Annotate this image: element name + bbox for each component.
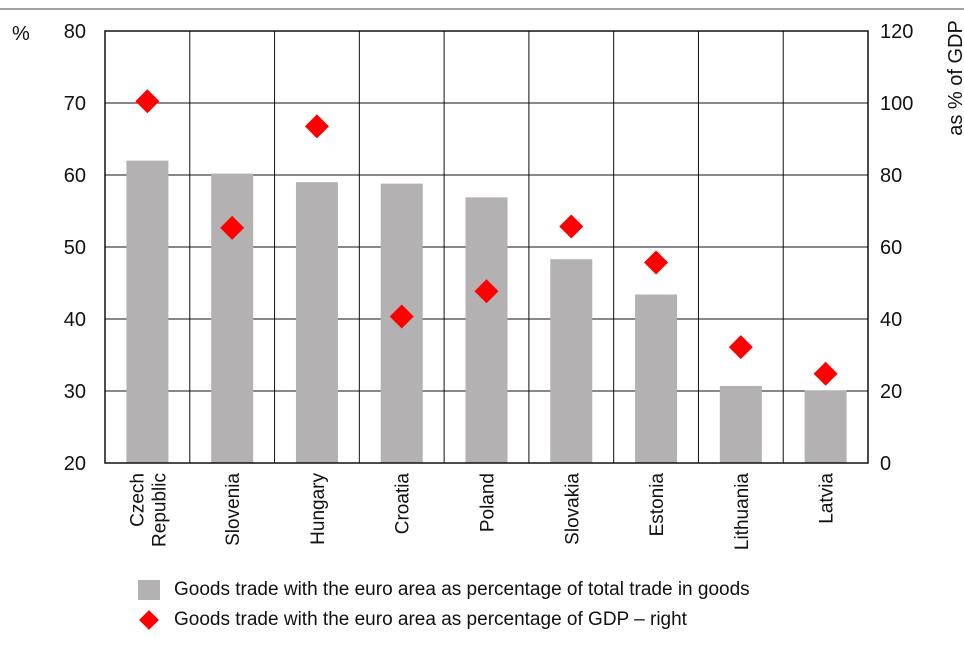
- y-right-tick-label: 60: [880, 237, 902, 259]
- x-tick-label: Hungary: [308, 473, 329, 545]
- y-left-tick-label: 80: [64, 21, 86, 43]
- legend-label-bars: Goods trade with the euro area as percen…: [174, 579, 750, 600]
- x-tick-label: Latvia: [817, 473, 838, 524]
- x-axis: Czech Republic Slovenia Hungary Croatia Polan…: [127, 473, 837, 551]
- legend-item-diamonds: Goods trade with the euro area as percen…: [138, 605, 750, 635]
- x-tick-label: Estonia: [647, 473, 668, 537]
- bar: [550, 259, 593, 463]
- bar: [635, 294, 678, 463]
- x-tick-label: Croatia: [393, 473, 414, 535]
- legend-item-bars: Goods trade with the euro area as percen…: [138, 575, 750, 605]
- bar-series: [126, 160, 847, 463]
- bar: [465, 197, 508, 463]
- y-left-tick-label: 20: [64, 453, 86, 475]
- bar: [719, 385, 762, 463]
- diamond-point: [813, 361, 838, 386]
- plot-frame: [104, 30, 869, 464]
- y-left-tick-label: 30: [64, 381, 86, 403]
- y-right-unit: as % of GDP: [945, 20, 964, 136]
- y-right-tick-label: 20: [880, 381, 902, 403]
- bar: [126, 160, 169, 463]
- y-left-tick-label: 70: [64, 93, 86, 115]
- x-tick-label: Slovakia: [562, 473, 583, 545]
- x-tick-label: Republic: [149, 473, 170, 547]
- legend-swatch-bar: [138, 580, 160, 600]
- y-right-tick-label: 40: [880, 309, 902, 331]
- legend-label-diamonds: Goods trade with the euro area as percen…: [174, 609, 687, 630]
- bar: [804, 390, 847, 463]
- x-tick-label: Poland: [478, 473, 499, 532]
- diamond-point: [474, 279, 499, 304]
- y-left-tick-label: 60: [64, 165, 86, 187]
- diamond-point: [559, 214, 584, 239]
- diamond-point: [135, 89, 160, 114]
- diamond-point: [389, 304, 414, 329]
- legend-swatch-diamond: [138, 609, 160, 631]
- y-axis-right: 0 20 40 60 80 100 120: [880, 21, 913, 475]
- y-right-tick-label: 0: [880, 453, 891, 475]
- y-right-tick-label: 80: [880, 165, 902, 187]
- x-tick-label: Slovenia: [223, 473, 244, 546]
- diamond-point: [728, 335, 753, 360]
- y-left-unit: %: [12, 23, 30, 45]
- y-left-tick-label: 50: [64, 237, 86, 259]
- y-axis-left: 20 30 40 50 60 70 80: [64, 21, 86, 475]
- y-right-tick-label: 100: [880, 93, 913, 115]
- legend: Goods trade with the euro area as percen…: [138, 575, 750, 635]
- diamond-point: [220, 215, 245, 240]
- x-tick-label: Czech: [127, 473, 148, 527]
- x-tick-label: Lithuania: [732, 473, 753, 551]
- diamond-point: [304, 114, 329, 139]
- bar: [295, 182, 338, 463]
- diamond-series: [135, 89, 838, 386]
- y-left-tick-label: 40: [64, 309, 86, 331]
- diamond-point: [644, 250, 669, 275]
- y-right-tick-label: 120: [880, 21, 913, 43]
